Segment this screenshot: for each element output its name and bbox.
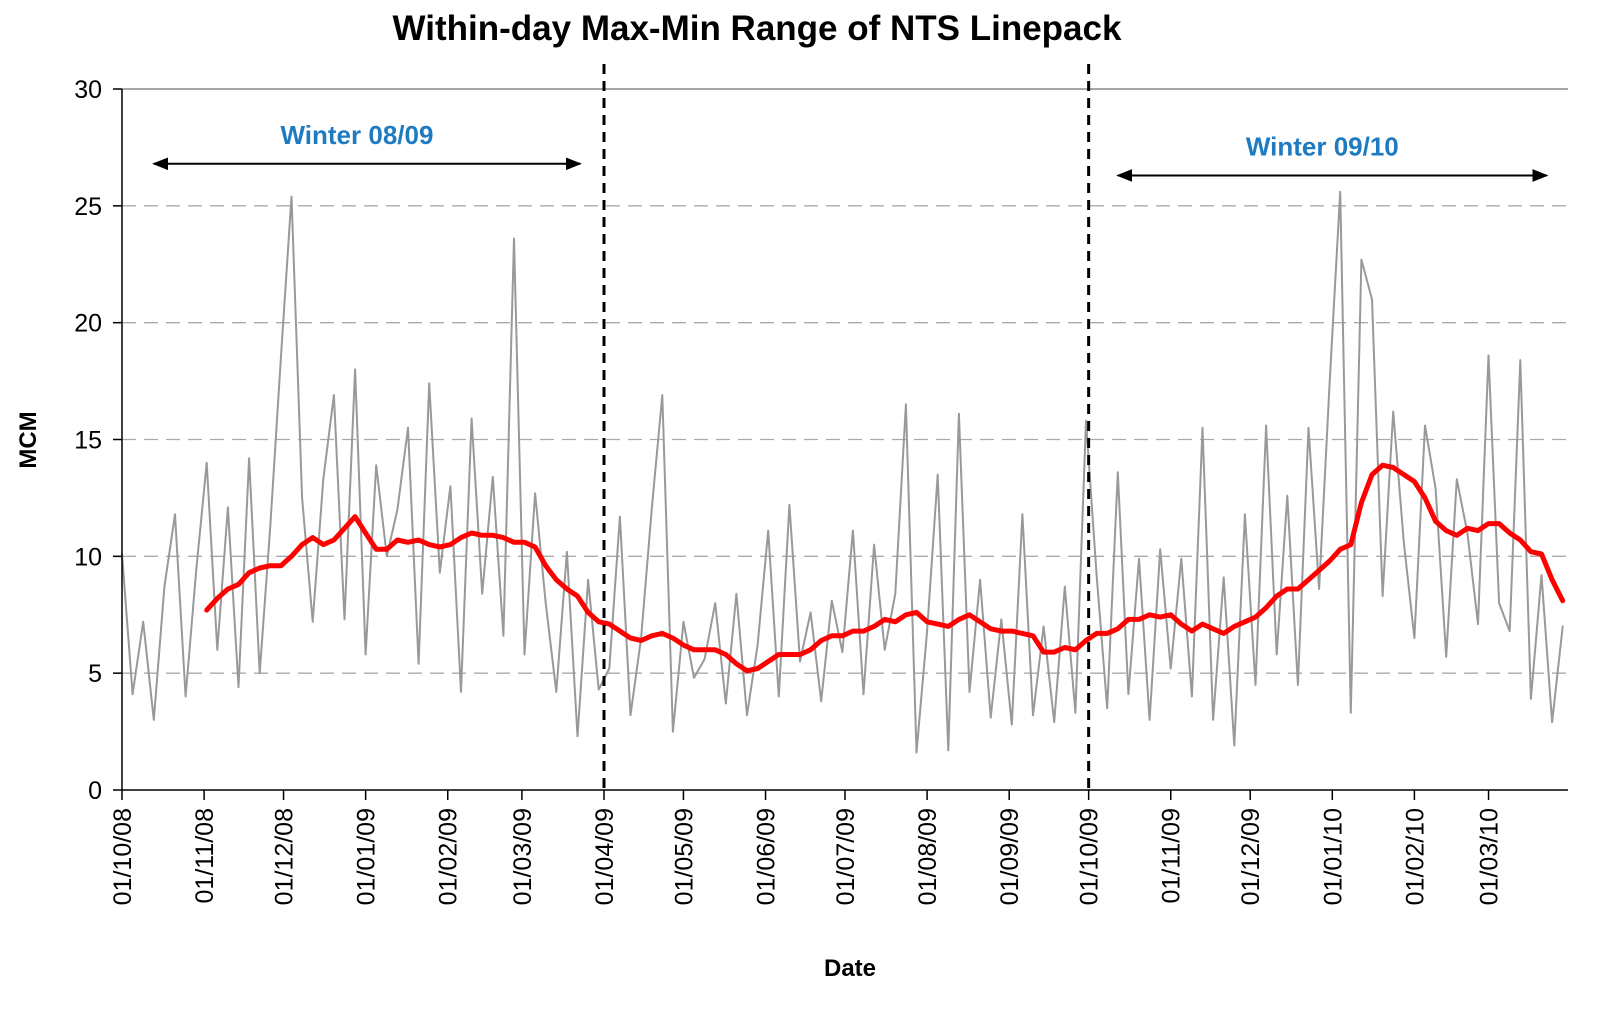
x-tick-label: 01/01/10 <box>1319 808 1347 905</box>
x-tick-label: 01/09/09 <box>996 808 1024 905</box>
x-tick-label: 01/04/09 <box>591 808 619 905</box>
y-tick-label: 25 <box>74 193 102 221</box>
x-tick-label: 01/08/09 <box>914 808 942 905</box>
x-tick-label: 01/11/08 <box>191 808 219 903</box>
y-tick-label: 15 <box>74 427 102 455</box>
x-tick-label: 01/11/09 <box>1158 808 1186 903</box>
x-axis-label: Date <box>824 955 876 982</box>
annotation-label: Winter 08/09 <box>280 120 433 150</box>
y-tick-label: 30 <box>74 76 102 104</box>
x-tick-label: 01/06/09 <box>753 808 781 905</box>
series-line <box>204 462 1566 674</box>
x-tick-label: 01/12/08 <box>271 808 299 905</box>
x-tick-label: 01/03/09 <box>509 808 537 905</box>
x-tick-label: 01/03/10 <box>1476 808 1504 905</box>
x-tick-label: 01/07/09 <box>832 808 860 905</box>
x-tick-label: 01/01/09 <box>353 808 381 905</box>
x-tick-label: 01/05/09 <box>670 808 698 905</box>
series-line <box>121 190 1564 754</box>
chart-title: Within-day Max-Min Range of NTS Linepack <box>393 9 1122 48</box>
x-tick-label: 01/10/09 <box>1076 808 1104 905</box>
x-tick-label: 01/10/08 <box>109 808 137 905</box>
x-tick-label: 01/02/09 <box>435 808 463 905</box>
y-tick-label: 20 <box>74 310 102 338</box>
annotation-label: Winter 09/10 <box>1246 131 1399 161</box>
y-tick-label: 0 <box>88 777 102 805</box>
y-tick-label: 10 <box>74 543 102 571</box>
y-tick-label: 5 <box>88 660 102 688</box>
x-tick-label: 01/02/10 <box>1401 808 1429 905</box>
y-axis-label: MCM <box>15 411 42 468</box>
x-tick-label: 01/12/09 <box>1237 808 1265 905</box>
